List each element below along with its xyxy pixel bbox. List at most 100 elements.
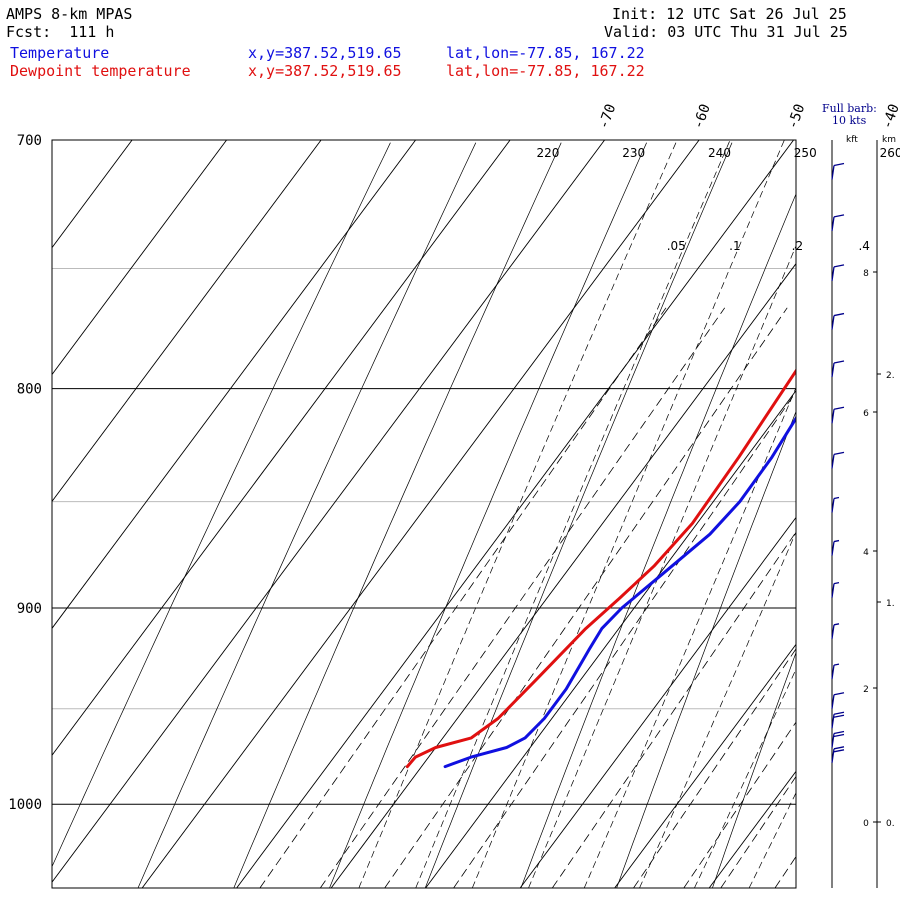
- isotherm: [519, 516, 796, 888]
- mixing-ratio-line: [683, 721, 796, 888]
- kft-label: 4: [863, 548, 869, 558]
- barb-staff: [831, 664, 835, 680]
- barb-staff: [831, 498, 835, 513]
- barb-full: [833, 451, 845, 456]
- wind-barb: [831, 539, 840, 556]
- kft-label: 6: [863, 409, 869, 419]
- isotherm: [52, 140, 605, 883]
- kft-label: 2: [863, 685, 869, 695]
- dry-adiabat: [137, 142, 477, 888]
- dry-adiabat: [233, 142, 562, 888]
- wind-barb: [831, 496, 840, 513]
- pressure-tick-label: 800: [17, 382, 42, 398]
- dry-adiabat: [808, 143, 900, 888]
- dry-adiabat: [712, 651, 796, 888]
- barb-staff: [831, 624, 835, 639]
- isotherm: [141, 140, 700, 888]
- barb-staff: [831, 694, 835, 709]
- dewpoint-xy: x,y=387.52,519.65: [248, 62, 402, 80]
- pressure-tick-label: 700: [17, 133, 42, 149]
- barb-half: [833, 663, 840, 666]
- mixing-ratio-line: [259, 307, 667, 888]
- barb-legend-line1: Full barb:: [822, 102, 877, 115]
- theta-label: 240: [708, 146, 731, 160]
- isotherm: [614, 643, 796, 888]
- km-label: 2.: [886, 371, 895, 381]
- dry-adiabat: [424, 142, 733, 888]
- mixing-ratio-label: .1: [729, 239, 740, 253]
- wind-barb: [831, 692, 845, 709]
- km-label: 1.: [886, 599, 895, 609]
- isotherm: [236, 140, 794, 888]
- mixing-ratio-line: [633, 648, 796, 888]
- isotherm: [52, 140, 322, 503]
- barb-staff: [831, 541, 835, 556]
- pressure-tick-label: 1000: [8, 797, 42, 813]
- barb-full: [833, 711, 845, 715]
- pressure-tick-label: 900: [17, 601, 42, 617]
- theta-label: 260: [880, 146, 900, 160]
- moist-adiabat: [694, 668, 796, 888]
- moist-adiabat: [804, 140, 900, 888]
- temperature-line: [443, 415, 796, 769]
- wind-barb: [831, 746, 845, 763]
- temperature-legend: Temperature: [10, 44, 110, 62]
- barb-staff: [831, 409, 835, 424]
- isotherm: [52, 140, 227, 376]
- mixing-ratio-line: [720, 775, 796, 888]
- dewpoint-legend: Dewpoint temperature: [10, 62, 191, 80]
- wind-barb: [831, 406, 845, 424]
- barb-full: [833, 360, 845, 364]
- dry-adiabat: [52, 142, 391, 868]
- moist-adiabat: [471, 140, 785, 888]
- barb-half: [833, 496, 840, 500]
- barb-staff: [831, 315, 835, 330]
- valid-time: Valid: 03 UTC Thu 31 Jul 25: [604, 23, 848, 41]
- kft-axis-label: kft: [846, 135, 858, 145]
- wind-barb: [831, 711, 845, 729]
- theta-label: 230: [622, 146, 645, 160]
- barb-full: [833, 730, 845, 735]
- wind-barb: [831, 264, 845, 281]
- temperature-tick-label: -50: [785, 102, 809, 131]
- moist-adiabat: [358, 140, 678, 888]
- wind-barb: [831, 663, 840, 680]
- mixing-ratio-label: .4: [858, 239, 869, 253]
- barb-full: [833, 162, 845, 167]
- model-title: AMPS 8-km MPAS: [6, 5, 133, 23]
- dewpoint-line: [405, 368, 796, 769]
- barb-staff: [831, 714, 835, 729]
- barb-half: [833, 623, 840, 626]
- forecast-hour: Fcst: 111 h: [6, 23, 115, 41]
- barb-staff: [831, 748, 835, 763]
- moist-adiabat: [639, 531, 796, 888]
- barb-full: [833, 406, 845, 410]
- wind-barb: [831, 312, 845, 330]
- barb-full: [833, 746, 845, 750]
- temperature-tick-label: -40: [879, 102, 900, 131]
- wind-barb: [831, 451, 845, 469]
- temperature-tick-label: -60: [690, 102, 714, 131]
- barb-staff: [831, 266, 835, 281]
- theta-label: 250: [794, 146, 817, 160]
- mixing-ratio-label: .2: [792, 239, 803, 253]
- isotherm: [52, 140, 511, 756]
- barb-full: [833, 692, 845, 696]
- mixing-ratio-line: [453, 391, 796, 888]
- barb-full: [833, 312, 845, 317]
- kft-label: 8: [863, 269, 869, 279]
- isotherm: [52, 140, 133, 249]
- barb-staff: [831, 733, 835, 748]
- isotherm: [425, 389, 796, 888]
- mixing-ratio-line: [774, 855, 796, 888]
- km-label: 0.: [886, 819, 895, 829]
- mixing-ratio-line: [384, 307, 788, 888]
- wind-barb: [831, 582, 840, 598]
- barb-staff: [831, 454, 835, 469]
- dewpoint-latlon: lat,lon=-77.85, 167.22: [446, 62, 645, 80]
- mixing-ratio-line: [551, 531, 796, 888]
- barb-half: [833, 582, 840, 585]
- barb-staff: [831, 362, 835, 378]
- km-axis-label: km: [882, 135, 896, 145]
